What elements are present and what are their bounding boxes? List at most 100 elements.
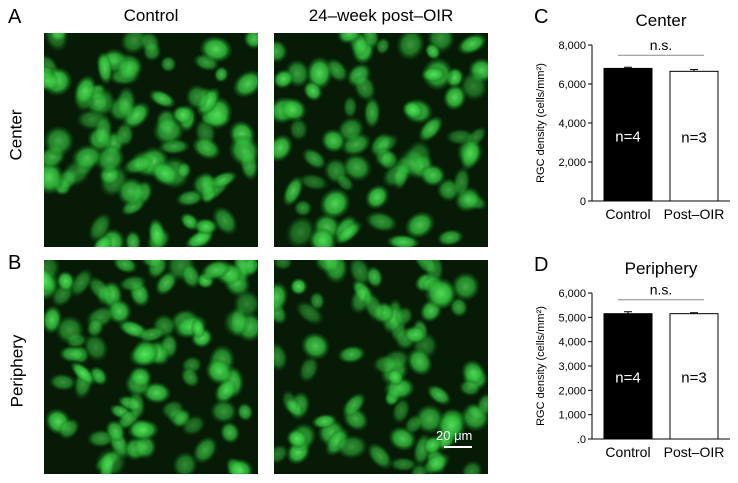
cell-soma <box>274 342 288 372</box>
cell-soma <box>298 356 319 383</box>
cell-soma <box>148 89 176 109</box>
cell-soma <box>386 234 420 247</box>
cell-soma <box>88 212 112 243</box>
cell-soma <box>321 128 346 153</box>
cell-soma <box>290 277 308 296</box>
cell-soma <box>44 33 69 52</box>
cell-soma <box>308 227 337 247</box>
cell-soma <box>314 260 342 274</box>
cell-soma <box>336 434 368 459</box>
cell-soma <box>192 436 218 464</box>
scale-bar <box>444 446 472 448</box>
y-tick-label-periphery: 1,000 <box>558 410 586 422</box>
cell-soma <box>456 137 484 167</box>
cell-soma <box>93 114 113 148</box>
cell-soma <box>402 100 424 119</box>
y-tick-label-periphery: 3,000 <box>558 361 586 373</box>
cell-soma <box>274 39 288 63</box>
cell-soma <box>319 188 351 219</box>
cell-soma <box>74 75 97 106</box>
cell-soma <box>180 367 200 388</box>
y-tick-label-periphery: 5,000 <box>558 312 586 324</box>
cell-soma <box>199 35 233 63</box>
cell-soma <box>449 297 468 318</box>
cell-soma <box>214 66 229 83</box>
cell-soma <box>228 134 258 167</box>
y-tick-label-center: 6,000 <box>558 79 586 91</box>
y-tick-label-center: 0 <box>580 196 586 208</box>
cell-soma <box>461 460 483 474</box>
bar-periphery-0 <box>603 313 653 440</box>
cell-soma <box>150 161 179 186</box>
cell-soma <box>172 451 198 474</box>
cell-soma <box>58 418 80 440</box>
x-tick-label-center-1: Post–OIR <box>664 206 725 222</box>
cell-soma <box>127 390 146 420</box>
cell-soma <box>205 358 233 385</box>
cell-soma <box>342 392 366 418</box>
panel-label-a: A <box>8 6 22 28</box>
cell-soma <box>70 361 96 386</box>
y-tick-label-periphery: .0 <box>577 434 586 446</box>
cell-soma <box>286 429 308 449</box>
cell-soma <box>353 73 376 102</box>
cell-soma <box>212 206 238 236</box>
cell-soma <box>44 260 61 283</box>
cell-soma <box>44 125 75 157</box>
row-header-periphery: Periphery <box>7 334 27 408</box>
cell-soma <box>421 452 451 474</box>
y-tick-label-center: 2,000 <box>558 157 586 169</box>
chart-title-periphery: Periphery <box>625 259 698 278</box>
cell-soma <box>285 215 316 247</box>
cell-soma <box>280 97 307 122</box>
cell-soma <box>118 275 147 292</box>
cell-soma <box>122 155 154 175</box>
y-tick-label-periphery: 6,000 <box>558 288 586 300</box>
cell-soma <box>59 345 86 363</box>
cell-soma <box>365 184 390 210</box>
cell-soma <box>137 326 166 343</box>
cell-soma <box>299 173 329 191</box>
cell-soma <box>192 136 221 160</box>
cell-soma <box>69 268 93 297</box>
cell-soma <box>95 447 127 474</box>
cell-soma <box>116 57 142 81</box>
y-axis-label-center: RGC density (cells/mm²) <box>535 63 547 183</box>
cell-soma <box>443 84 467 111</box>
x-tick-label-periphery-0: Control <box>605 444 650 460</box>
cell-soma <box>459 71 488 101</box>
cell-soma <box>236 402 254 422</box>
cell-soma <box>343 95 358 119</box>
cell-soma <box>406 348 433 376</box>
cell-soma <box>120 33 148 55</box>
micrograph-control-periphery <box>44 260 258 474</box>
cell-soma <box>181 263 201 289</box>
cell-soma <box>226 458 254 474</box>
y-tick-label-periphery: 2,000 <box>558 385 586 397</box>
cell-soma <box>418 115 444 142</box>
cell-soma <box>44 69 60 92</box>
cell-soma <box>288 117 309 141</box>
cell-soma <box>49 373 77 391</box>
panel-label-c: C <box>534 6 549 28</box>
cell-soma <box>176 161 192 179</box>
y-axis-label-periphery: RGC density (cells/mm²) <box>535 306 547 426</box>
micrograph-control-center <box>44 33 258 247</box>
cell-soma <box>192 172 217 198</box>
cell-soma <box>282 175 304 207</box>
cell-soma <box>139 33 161 54</box>
cell-soma <box>160 55 177 73</box>
cell-soma <box>127 419 160 441</box>
cell-soma <box>436 410 466 442</box>
micrograph-postoir-center <box>274 33 488 247</box>
cell-soma <box>426 384 452 406</box>
cell-soma <box>133 434 157 460</box>
cell-soma <box>403 325 426 344</box>
chart-periphery: Periphery RGC density (cells/mm²) .0 1,000 2… <box>535 259 730 460</box>
cell-soma <box>293 199 313 217</box>
cell-soma <box>112 260 138 274</box>
y-tick-label-center: 8,000 <box>558 40 586 52</box>
cell-soma <box>181 415 206 436</box>
cell-soma <box>363 96 381 129</box>
cell-soma <box>44 265 57 295</box>
